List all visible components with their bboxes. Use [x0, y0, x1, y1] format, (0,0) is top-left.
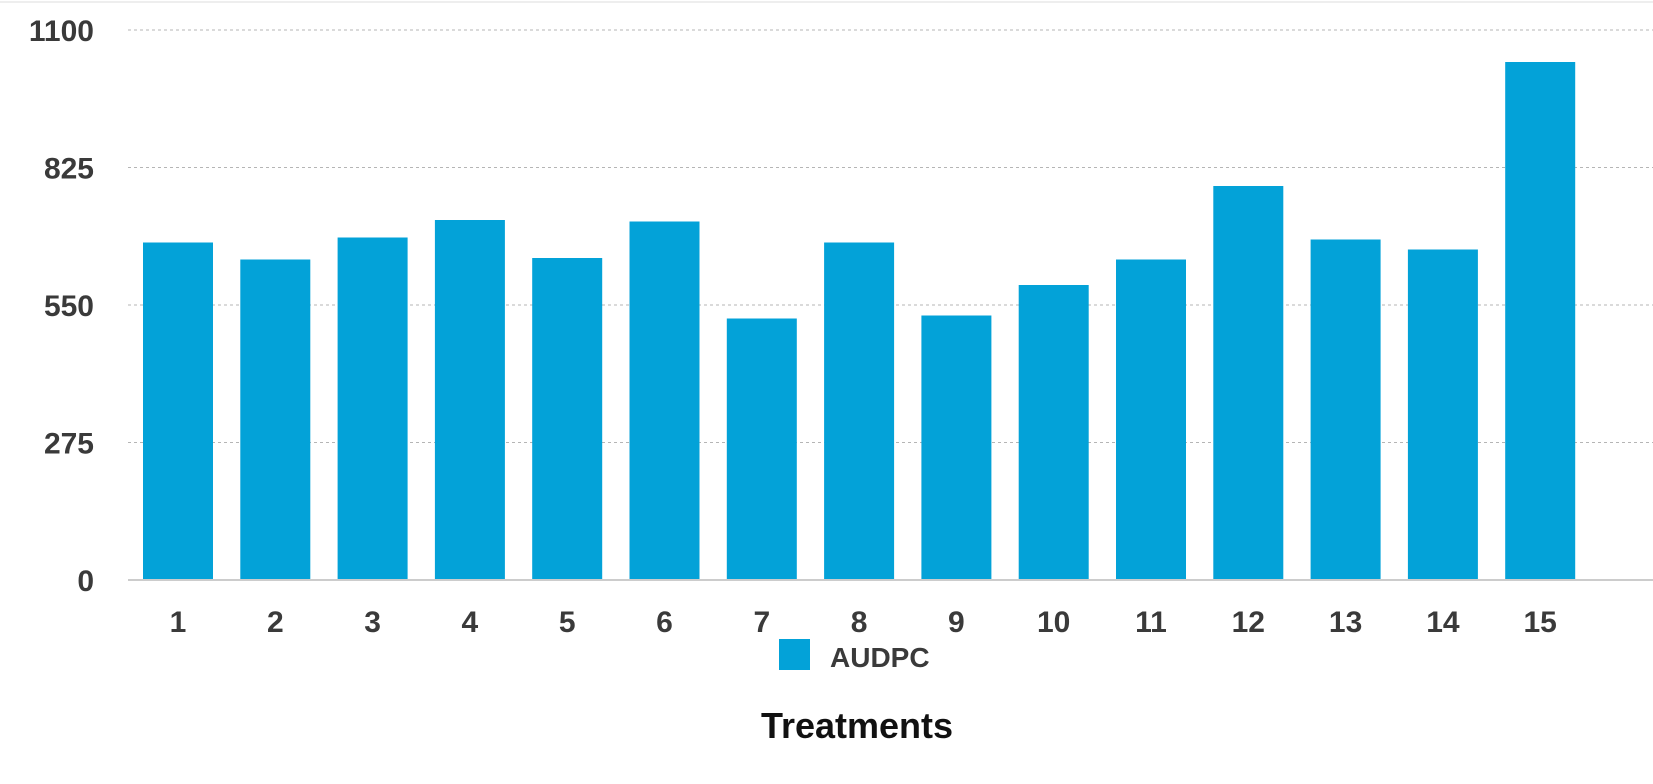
bar-treatment-12 [1213, 186, 1284, 580]
x-tick-label-11: 11 [1135, 606, 1167, 639]
x-tick-label-2: 2 [267, 606, 284, 639]
bar-treatment-5 [532, 258, 603, 580]
x-tick-label-13: 13 [1329, 606, 1362, 639]
bar-treatment-9 [921, 315, 992, 580]
y-tick-label-0: 0 [77, 565, 94, 598]
bars [143, 62, 1576, 580]
bar-treatment-10 [1018, 285, 1089, 580]
x-tick-label-3: 3 [364, 606, 381, 639]
bar-treatment-1 [143, 242, 213, 580]
x-tick-label-9: 9 [948, 606, 965, 639]
bar-treatment-2 [240, 259, 311, 580]
x-tick-label-6: 6 [656, 606, 673, 639]
x-tick-label-5: 5 [559, 606, 576, 639]
x-tick-label-10: 10 [1037, 606, 1070, 639]
x-tick-label-7: 7 [753, 606, 770, 639]
x-tick-label-1: 1 [170, 606, 187, 639]
x-axis-title: Treatments [761, 705, 953, 746]
y-tick-label-550: 550 [44, 290, 94, 323]
y-tick-label-1100: 1100 [29, 15, 94, 48]
bar-treatment-15 [1505, 62, 1576, 580]
y-tick-label-275: 275 [44, 428, 94, 461]
x-tick-label-8: 8 [851, 606, 868, 639]
y-tick-label-825: 825 [44, 153, 94, 186]
legend-label-audpc: AUDPC [830, 642, 930, 673]
bar-treatment-11 [1116, 259, 1186, 580]
bar-treatment-8 [824, 242, 895, 580]
bar-treatment-13 [1310, 239, 1381, 580]
bar-treatment-14 [1407, 249, 1478, 580]
bar-treatment-3 [337, 237, 408, 580]
bar-treatment-6 [629, 221, 700, 580]
x-axis-tick-labels: 1 2 3 4 5 6 7 8 9 10 11 12 13 14 15 [170, 606, 1557, 639]
x-tick-label-14: 14 [1426, 606, 1460, 639]
x-tick-label-4: 4 [462, 606, 479, 639]
legend-swatch-audpc [779, 639, 810, 670]
x-tick-label-12: 12 [1232, 606, 1265, 639]
bar-treatment-7 [726, 318, 797, 580]
legend: AUDPC [779, 639, 930, 673]
x-tick-label-15: 15 [1524, 606, 1557, 639]
y-axis-tick-labels: 0 275 550 825 1100 [29, 15, 94, 598]
bar-treatment-4 [434, 220, 505, 580]
